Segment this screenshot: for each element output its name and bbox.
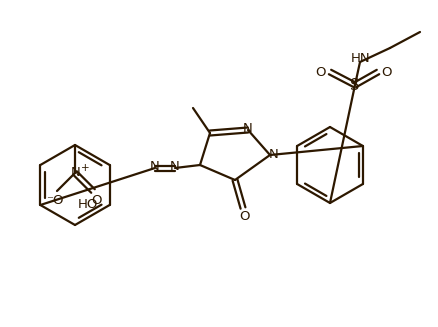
Text: N: N bbox=[170, 161, 180, 174]
Text: N: N bbox=[150, 161, 160, 174]
Text: N: N bbox=[269, 148, 279, 162]
Text: O: O bbox=[92, 194, 102, 206]
Text: O: O bbox=[316, 65, 326, 78]
Text: +: + bbox=[81, 163, 90, 173]
Text: O: O bbox=[382, 65, 392, 78]
Text: S: S bbox=[350, 77, 360, 93]
Text: O: O bbox=[240, 211, 250, 223]
Text: HO: HO bbox=[77, 198, 98, 212]
Text: N: N bbox=[71, 166, 81, 180]
Text: HN: HN bbox=[351, 53, 371, 65]
Text: ⁻O: ⁻O bbox=[46, 194, 64, 206]
Text: N: N bbox=[243, 122, 253, 134]
